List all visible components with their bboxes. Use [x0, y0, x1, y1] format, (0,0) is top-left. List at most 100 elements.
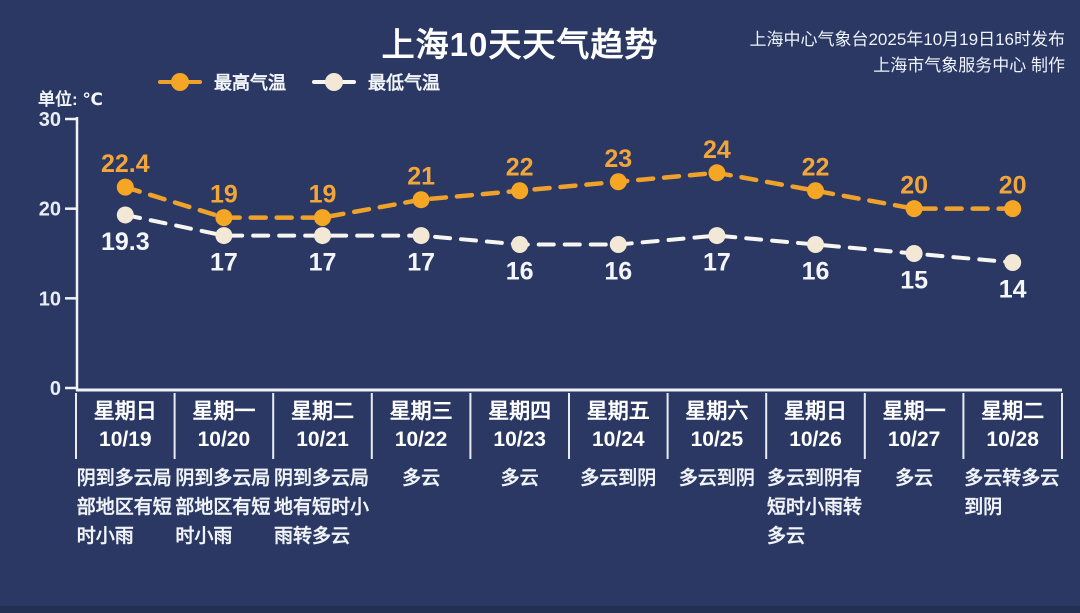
low-temp-value-label: 16 — [802, 258, 830, 286]
y-axis-tick-label: 20 — [39, 199, 61, 221]
day-column: 星期日 10/26 — [766, 394, 865, 458]
low-temp-value-label: 16 — [604, 258, 632, 286]
high-temp-marker — [116, 178, 134, 196]
weekday-label: 星期二 — [981, 400, 1045, 423]
high-temp-marker — [215, 209, 233, 227]
chart-legend: 最高气温 最低气温 — [158, 69, 440, 95]
page-title: 上海10天天气趋势 — [381, 26, 659, 63]
weather-cell: 多云 — [470, 464, 569, 551]
unit-label: 单位: ℃ — [38, 90, 103, 109]
weekday-label: 星期一 — [882, 400, 946, 423]
high-temp-marker — [807, 182, 824, 200]
high-temp-value-label: 22.4 — [101, 150, 150, 178]
low-temp-value-label: 16 — [506, 258, 534, 286]
day-column: 星期日 10/19 — [76, 394, 175, 458]
low-temp-marker — [807, 236, 824, 254]
high-temp-value-label: 20 — [900, 172, 928, 200]
high-temp-value-label: 22 — [802, 154, 830, 182]
day-column: 星期一 10/20 — [175, 394, 274, 458]
date-label: 10/26 — [789, 428, 842, 451]
low-temp-marker — [1004, 253, 1022, 271]
low-temp-marker — [116, 206, 134, 224]
day-column: 星期一 10/27 — [865, 394, 964, 458]
high-temp-marker — [314, 209, 331, 227]
low-temp-marker — [708, 227, 726, 245]
low-temp-value-label: 17 — [407, 249, 435, 277]
weather-cell: 阴到多云局部地区有短时小雨 — [175, 464, 274, 551]
weather-text: 多云 — [402, 468, 441, 489]
low-temp-marker — [609, 236, 627, 254]
weather-text: 阴到多云局部地区有短时小雨 — [175, 468, 271, 547]
high-temp-marker — [708, 164, 726, 182]
date-label: 10/22 — [394, 428, 448, 451]
high-temp-value-label: 22 — [506, 154, 534, 182]
weather-text: 多云 — [500, 468, 539, 489]
low-temp-marker — [412, 227, 430, 245]
publisher-info: 上海中心气象台2025年10月19日16时发布 上海市气象服务中心 制作 — [749, 27, 1065, 79]
weather-cell: 多云到阴 — [668, 464, 767, 551]
date-label: 10/28 — [986, 428, 1039, 451]
low-temp-marker — [314, 227, 331, 245]
weather-cell: 多云到阴有短时小雨转多云 — [766, 464, 865, 551]
weather-cell: 阴到多云局地有短时小雨转多云 — [273, 464, 372, 551]
high-temp-value-label: 24 — [703, 136, 731, 164]
weather-cell: 多云 — [865, 464, 964, 551]
low-temp-line — [123, 212, 1015, 265]
low-temp-marker — [905, 245, 923, 262]
date-label: 10/21 — [296, 428, 349, 451]
weather-text: 多云到阴有短时小雨转多云 — [766, 468, 862, 547]
high-temp-marker — [412, 191, 430, 209]
day-column: 星期四 10/23 — [470, 394, 569, 458]
weekday-label: 星期一 — [192, 400, 256, 423]
day-label-row: 星期日 10/19 星期一 10/20 星期二 10/21 星期三 10/22 星期四 10/23… — [76, 394, 1062, 458]
legend-item-high-temp: 最高气温 — [158, 69, 286, 95]
high-temp-value-label: 20 — [999, 172, 1027, 200]
low-temp-marker — [511, 236, 529, 254]
weather-text: 多云转多云到阴 — [964, 468, 1060, 518]
high-temp-marker — [609, 173, 627, 191]
weather-text: 阴到多云局地有短时小雨转多云 — [273, 468, 369, 547]
day-column: 星期二 10/28 — [963, 394, 1062, 458]
low-temp-dot-icon — [325, 73, 343, 91]
weekday-label: 星期日 — [93, 400, 157, 423]
weather-text: 多云到阴 — [678, 468, 755, 489]
date-label: 10/27 — [887, 428, 941, 451]
weather-text: 阴到多云局部地区有短时小雨 — [76, 468, 172, 547]
weather-cell: 多云转多云到阴 — [963, 464, 1062, 551]
weather-cell: 阴到多云局部地区有短时小雨 — [76, 464, 175, 551]
weather-text: 多云到阴 — [580, 468, 657, 489]
footer-strip — [0, 606, 1080, 613]
day-column: 星期三 10/22 — [372, 394, 471, 458]
high-temp-dot-icon — [171, 73, 189, 91]
weather-cell: 多云 — [372, 464, 471, 551]
y-axis-tick-label: 10 — [39, 288, 61, 310]
weekday-label: 星期四 — [488, 400, 552, 423]
low-temp-value-label: 17 — [210, 249, 238, 277]
date-label: 10/25 — [690, 428, 744, 451]
high-temp-value-label: 19 — [309, 181, 337, 209]
high-temp-value-label: 21 — [407, 163, 435, 191]
low-temp-value-label: 19.3 — [101, 228, 150, 256]
publisher-producer-line: 上海市气象服务中心 制作 — [873, 56, 1065, 75]
publisher-release-line: 上海中心气象台2025年10月19日16时发布 — [749, 30, 1065, 49]
day-column: 星期六 10/25 — [668, 394, 767, 458]
weekday-label: 星期三 — [389, 400, 453, 423]
high-temp-marker-icon — [158, 73, 202, 91]
day-column: 星期五 10/24 — [569, 394, 668, 458]
low-temp-value-label: 15 — [900, 267, 928, 295]
high-temp-marker — [905, 200, 923, 218]
day-column: 星期二 10/21 — [273, 394, 372, 458]
weekday-label: 星期日 — [783, 400, 847, 423]
weather-text-row: 阴到多云局部地区有短时小雨 阴到多云局部地区有短时小雨 阴到多云局地有短时小雨转多云… — [76, 464, 1062, 551]
legend-label-low-temp: 最低气温 — [368, 73, 440, 93]
legend-item-low-temp: 最低气温 — [312, 69, 440, 95]
date-label: 10/24 — [592, 428, 645, 451]
weekday-label: 星期五 — [586, 400, 650, 423]
weekday-label: 星期六 — [685, 400, 749, 423]
high-temp-line — [123, 170, 1015, 220]
date-label: 10/19 — [99, 428, 152, 451]
weekday-label: 星期二 — [290, 400, 354, 423]
date-label: 10/20 — [197, 428, 251, 451]
